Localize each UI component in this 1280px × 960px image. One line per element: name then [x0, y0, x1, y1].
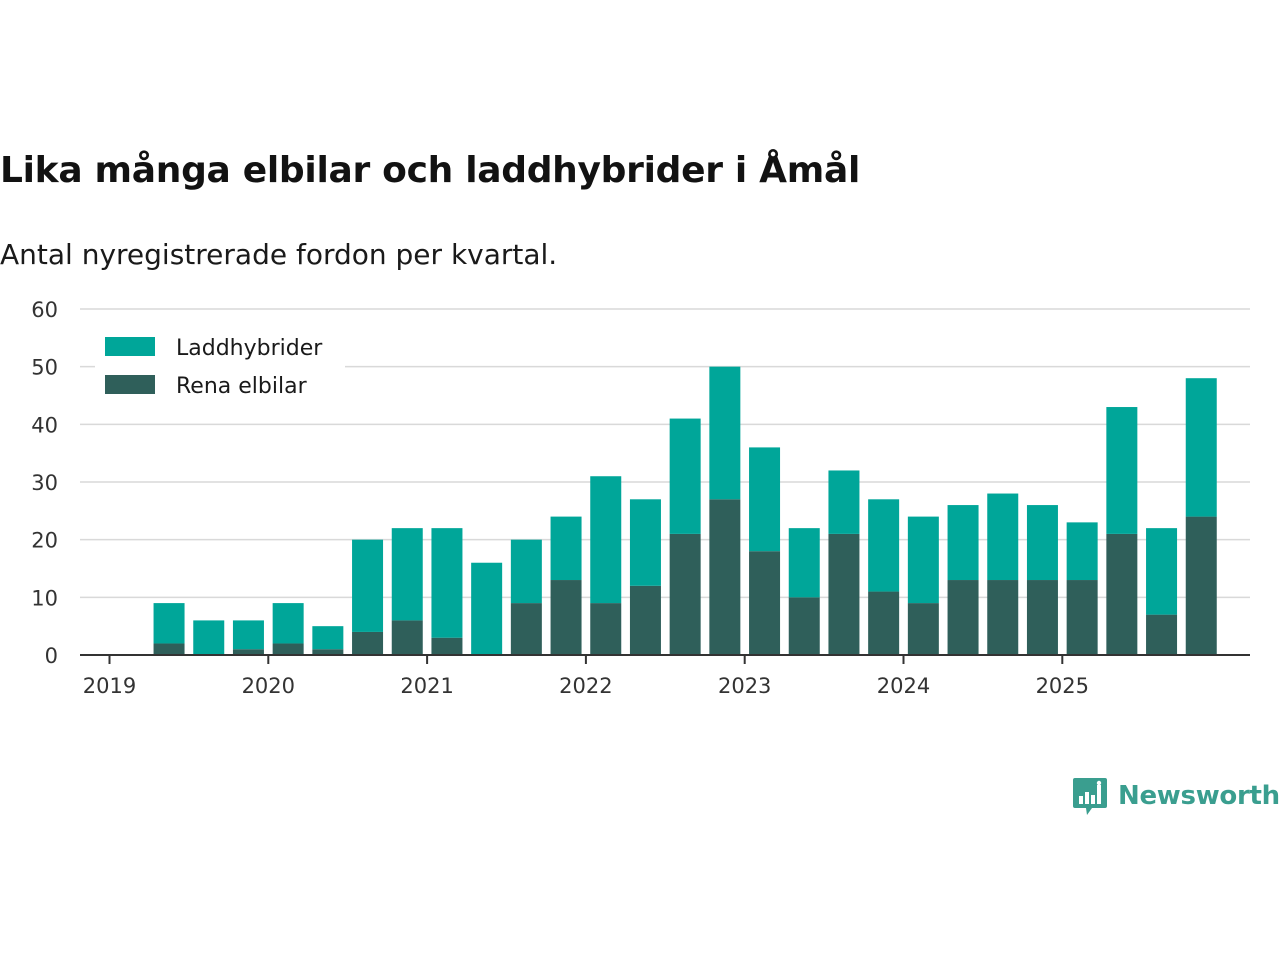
- bar-rena-elbilar-2022-q4: [709, 499, 741, 655]
- bar-rena-elbilar-2024-q2: [947, 580, 979, 655]
- bar-laddhybrider-2024-q1: [907, 516, 939, 604]
- bar-rena-elbilar-2019-q4: [232, 649, 264, 655]
- legend-label-laddhybrider: Laddhybrider: [176, 336, 323, 361]
- bar-laddhybrider-2023-q4: [868, 499, 900, 592]
- chart-title: Lika många elbilar och laddhybrider i Åm…: [0, 150, 860, 191]
- bar-rena-elbilar-2019-q2: [153, 643, 185, 655]
- newsworthy-logo: Newsworthy: [1072, 776, 1280, 816]
- bar-laddhybrider-2019-q3: [193, 620, 225, 655]
- legend-swatch-rena-elbilar: [105, 375, 155, 394]
- bar-laddhybrider-2021-q3: [510, 539, 542, 604]
- bar-rena-elbilar-2022-q2: [629, 585, 661, 655]
- y-tick-label-20: 20: [31, 529, 58, 553]
- bar-laddhybrider-2025-q1: [1066, 522, 1098, 581]
- bar-laddhybrider-2022-q2: [629, 499, 661, 586]
- y-tick-label-0: 0: [45, 644, 58, 668]
- x-tick-label-2022: 2022: [559, 674, 612, 698]
- bar-rena-elbilar-2024-q4: [1026, 580, 1058, 655]
- y-tick-label-60: 60: [31, 298, 58, 322]
- y-tick-label-30: 30: [31, 471, 58, 495]
- bar-rena-elbilar-2020-q4: [391, 620, 423, 655]
- bar-laddhybrider-2021-q2: [471, 562, 503, 655]
- bar-rena-elbilar-2021-q4: [550, 580, 582, 655]
- bar-rena-elbilar-2020-q3: [352, 631, 384, 655]
- bar-laddhybrider-2023-q3: [828, 470, 860, 534]
- bar-rena-elbilar-2022-q1: [590, 603, 622, 655]
- bar-laddhybrider-2024-q2: [947, 505, 979, 581]
- bar-laddhybrider-2021-q1: [431, 528, 463, 638]
- bar-rena-elbilar-2023-q3: [828, 533, 860, 655]
- bar-laddhybrider-2019-q4: [232, 620, 264, 650]
- x-axis: 2019 2020 2021 2022 2023 2024 2025: [80, 654, 1250, 698]
- bar-rena-elbilar-2024-q1: [907, 603, 939, 655]
- legend-label-rena-elbilar: Rena elbilar: [176, 374, 308, 399]
- x-tick-label-2024: 2024: [877, 674, 930, 698]
- x-tick-label-2020: 2020: [242, 674, 295, 698]
- newsworthy-logo-icon: [1073, 778, 1107, 815]
- bar-laddhybrider-2020-q2: [312, 626, 344, 650]
- bar-rena-elbilar-2023-q2: [788, 597, 820, 655]
- bar-laddhybrider-2023-q1: [749, 447, 781, 552]
- bar-rena-elbilar-2025-q3: [1146, 614, 1178, 655]
- bar-rena-elbilar-2023-q4: [868, 591, 900, 655]
- y-tick-label-40: 40: [31, 413, 58, 437]
- bar-laddhybrider-2024-q4: [1026, 505, 1058, 581]
- bar-laddhybrider-2020-q4: [391, 528, 423, 621]
- bar-rena-elbilar-2025-q4: [1185, 516, 1217, 655]
- bar-laddhybrider-2020-q3: [352, 539, 384, 632]
- x-tick-label-2023: 2023: [718, 674, 771, 698]
- bars: [153, 366, 1217, 655]
- bar-laddhybrider-2025-q3: [1146, 528, 1178, 615]
- bar-laddhybrider-2021-q4: [550, 516, 582, 581]
- y-tick-label-10: 10: [31, 586, 58, 610]
- bar-rena-elbilar-2024-q3: [987, 580, 1019, 655]
- bar-laddhybrider-2025-q4: [1185, 378, 1217, 517]
- bar-laddhybrider-2023-q2: [788, 528, 820, 598]
- bar-rena-elbilar-2020-q2: [312, 649, 344, 655]
- legend: Laddhybrider Rena elbilar: [95, 326, 345, 406]
- bar-laddhybrider-2024-q3: [987, 493, 1019, 581]
- chart-subtitle: Antal nyregistrerade fordon per kvartal.: [0, 238, 558, 271]
- bar-rena-elbilar-2021-q1: [431, 637, 463, 655]
- x-tick-label-2019: 2019: [83, 674, 136, 698]
- bar-rena-elbilar-2023-q1: [749, 551, 781, 655]
- bar-laddhybrider-2025-q2: [1106, 407, 1138, 534]
- bar-rena-elbilar-2025-q2: [1106, 533, 1138, 655]
- bar-laddhybrider-2022-q3: [669, 418, 701, 534]
- bar-laddhybrider-2022-q1: [590, 476, 622, 604]
- y-tick-label-50: 50: [31, 356, 58, 380]
- newsworthy-logo-text: Newsworthy: [1118, 781, 1280, 811]
- x-tick-label-2025: 2025: [1036, 674, 1089, 698]
- bar-rena-elbilar-2021-q3: [510, 603, 542, 655]
- bar-rena-elbilar-2022-q3: [669, 533, 701, 655]
- legend-swatch-laddhybrider: [105, 337, 155, 356]
- bar-rena-elbilar-2025-q1: [1066, 580, 1098, 655]
- bar-rena-elbilar-2020-q1: [272, 643, 304, 655]
- y-axis-ticks: 0 10 20 30 40 50 60: [31, 298, 58, 668]
- bar-laddhybrider-2020-q1: [272, 603, 304, 644]
- x-tick-label-2021: 2021: [400, 674, 453, 698]
- bar-laddhybrider-2022-q4: [709, 366, 741, 500]
- bar-laddhybrider-2019-q2: [153, 603, 185, 644]
